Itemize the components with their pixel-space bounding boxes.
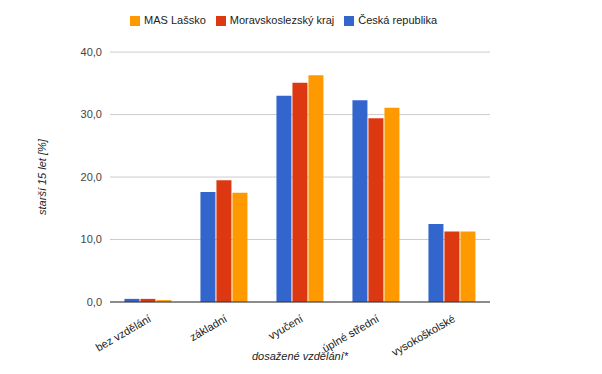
html-text:Česká republika: Česká republika: [358, 14, 438, 26]
svg-text:0,0: 0,0: [87, 296, 102, 308]
svg-text:starší 15 let [%]: starší 15 let [%]: [36, 138, 48, 215]
svg-text:40,0: 40,0: [81, 46, 102, 58]
svg-text:30,0: 30,0: [81, 108, 102, 120]
svg-text:10,0: 10,0: [81, 233, 102, 245]
svg-text:vyučení: vyučení: [266, 312, 305, 341]
svg-text:vysokoškolské: vysokoškolské: [390, 312, 457, 358]
svg-text:úplné střední: úplné střední: [320, 312, 381, 354]
svg-text:základní: základní: [188, 312, 229, 343]
svg-text:20,0: 20,0: [81, 171, 102, 183]
svg-text:bez vzdělání: bez vzdělání: [94, 312, 153, 353]
html-text:Moravskoslezský kraj: Moravskoslezský kraj: [229, 14, 335, 26]
html-text:MAS Lašsko: MAS Lašsko: [144, 14, 206, 26]
svg-text:dosažené vzdělání*: dosažené vzdělání*: [252, 350, 349, 362]
